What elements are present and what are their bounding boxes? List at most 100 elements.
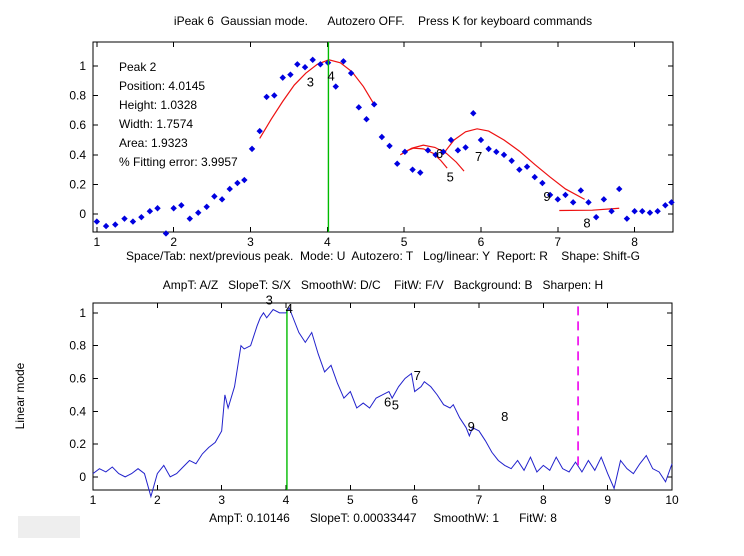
data-point <box>462 144 469 151</box>
peak-number-label: 8 <box>501 409 508 424</box>
x-tick-label: 10 <box>665 493 679 507</box>
fit-curve <box>442 128 585 200</box>
x-tick-label: 1 <box>93 235 100 249</box>
y-tick-label: 0.4 <box>69 148 86 162</box>
data-point <box>592 213 600 221</box>
peak-number-label: 3 <box>307 75 314 90</box>
data-point <box>668 199 675 206</box>
data-point <box>121 215 128 222</box>
data-point <box>639 208 646 215</box>
data-point <box>516 166 523 173</box>
data-point <box>577 187 585 194</box>
data-point <box>203 203 210 210</box>
peak-info-line: Height: 1.0328 <box>119 98 198 112</box>
data-point <box>146 208 154 215</box>
data-point <box>211 193 218 200</box>
x-tick-label: 8 <box>540 493 547 507</box>
data-point <box>654 208 661 215</box>
data-point <box>585 199 592 206</box>
x-tick-label: 8 <box>631 235 638 249</box>
x-tick-label: 5 <box>401 235 408 249</box>
data-point <box>646 209 654 216</box>
data-point <box>309 56 316 64</box>
data-point <box>129 218 137 225</box>
data-point <box>218 196 226 203</box>
data-point <box>424 147 432 154</box>
peak-info-line: Position: 4.0145 <box>119 79 206 93</box>
data-point <box>485 145 492 153</box>
peak-info-box: Peak 2 Position: 4.0145 Height: 1.0328 W… <box>119 60 238 174</box>
peak-info-line: % Fitting error: 3.9957 <box>119 155 238 169</box>
peak-number-label: 7 <box>414 368 421 383</box>
data-point <box>234 179 241 187</box>
x-tick-label: 2 <box>170 235 177 249</box>
data-point <box>112 221 119 228</box>
peak-number-label: 3 <box>266 293 273 308</box>
data-point <box>554 196 561 203</box>
y-tick-label: 0.2 <box>69 178 86 192</box>
data-point <box>170 205 177 212</box>
peak-number-label: 5 <box>447 170 454 185</box>
data-point <box>394 160 401 167</box>
top-plot-title: iPeak 6 Gaussian mode. Autozero OFF. Pre… <box>173 14 593 28</box>
x-tick-label: 7 <box>476 493 483 507</box>
data-point <box>378 133 386 141</box>
data-point <box>263 93 270 101</box>
peak-number-label: 9 <box>468 419 475 434</box>
data-point <box>301 64 309 71</box>
data-point <box>317 61 324 68</box>
peak-number-label: 8 <box>583 216 590 231</box>
bottom-plot-ylabel: Linear mode <box>13 362 27 430</box>
data-point <box>294 61 301 68</box>
data-point <box>470 110 477 117</box>
data-point <box>178 202 185 209</box>
x-tick-label: 1 <box>90 493 97 507</box>
data-point <box>539 179 546 187</box>
scatter-points <box>93 56 675 237</box>
data-point <box>523 163 531 170</box>
y-tick-label: 0.4 <box>69 404 86 418</box>
data-point <box>600 196 608 203</box>
x-tick-label: 4 <box>283 493 290 507</box>
peak-number-label: 7 <box>475 149 482 164</box>
data-point <box>347 69 355 77</box>
data-point <box>102 222 110 230</box>
signal-line <box>92 306 673 499</box>
x-tick-label: 3 <box>218 493 225 507</box>
fit-curve <box>259 59 376 139</box>
data-point <box>454 147 462 154</box>
y-tick-label: 0.6 <box>69 118 86 132</box>
fit-curve <box>559 207 620 212</box>
y-tick-label: 0.6 <box>69 371 86 385</box>
data-point <box>409 166 416 173</box>
y-tick-label: 0.8 <box>69 339 86 353</box>
data-point <box>186 215 193 222</box>
data-point <box>226 185 233 193</box>
data-point <box>279 74 286 81</box>
data-point <box>154 205 161 212</box>
peak-number-label: 5 <box>392 398 399 413</box>
data-point <box>248 145 256 153</box>
data-point <box>440 148 447 156</box>
data-point <box>287 71 294 78</box>
x-tick-label: 2 <box>154 493 161 507</box>
data-point <box>138 213 145 221</box>
data-point <box>546 191 554 199</box>
data-point <box>93 218 101 225</box>
data-point <box>493 148 500 156</box>
data-point <box>386 142 393 150</box>
peak-info-line: Peak 2 <box>119 60 157 74</box>
data-point <box>616 185 623 193</box>
plot-frame <box>92 41 674 233</box>
data-point <box>432 151 439 159</box>
peak-info-line: Width: 1.7574 <box>119 117 194 131</box>
data-point <box>370 101 378 108</box>
data-point <box>271 92 278 99</box>
data-point <box>417 169 424 176</box>
plot-frame <box>92 302 673 491</box>
y-tick-label: 0.2 <box>69 437 86 451</box>
